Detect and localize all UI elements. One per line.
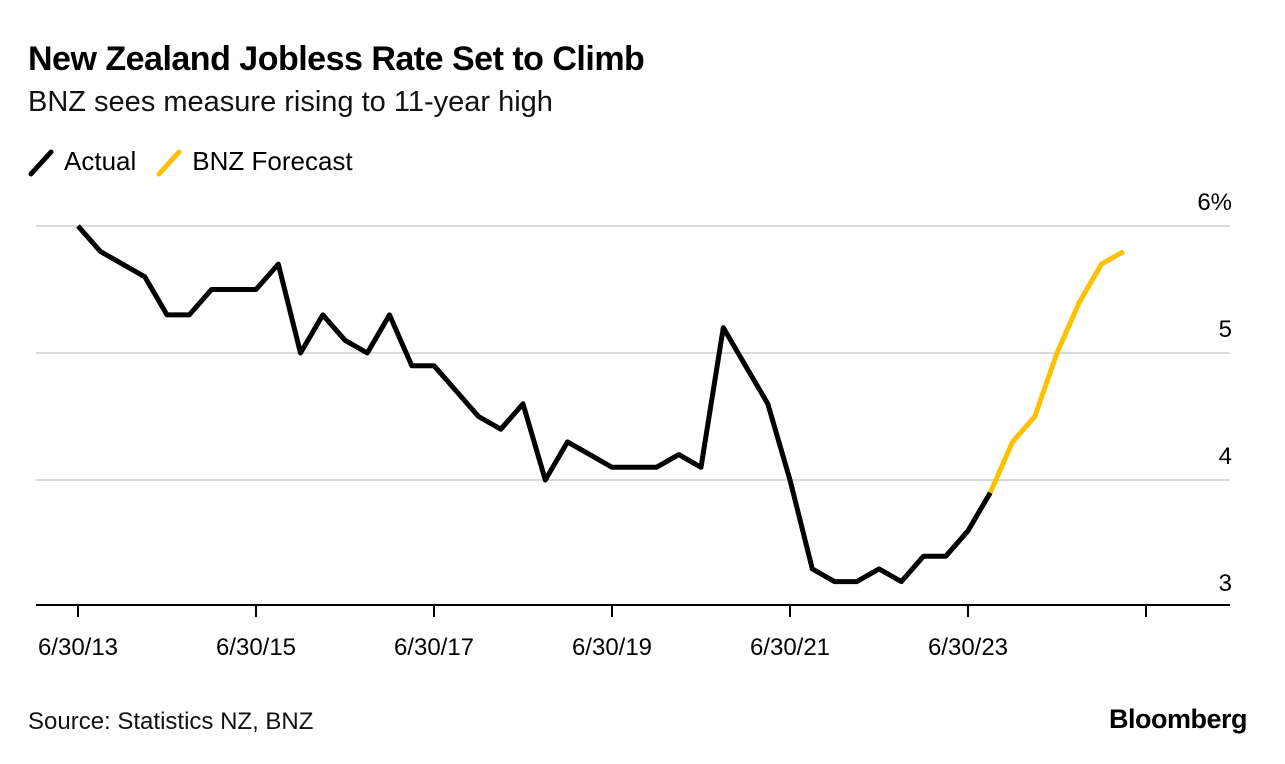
x-tick-label: 6/30/13 <box>38 634 118 661</box>
legend-item-actual: Actual <box>28 146 136 177</box>
y-tick-label: 5 <box>1219 316 1232 343</box>
y-tick-label: 3 <box>1219 570 1232 597</box>
y-tick-label: 6% <box>1197 189 1232 216</box>
series-line-forecast <box>988 249 1126 494</box>
chart-title: New Zealand Jobless Rate Set to Climb <box>28 40 645 78</box>
x-tick-label: 6/30/19 <box>572 634 652 661</box>
source-note: Source: Statistics NZ, BNZ <box>28 708 314 735</box>
legend-label-actual: Actual <box>64 146 137 176</box>
x-tick-label: 6/30/23 <box>928 634 1008 661</box>
line-chart: 6% 5 4 3 6/30/13 6/30/15 6/30/17 6/30/19 6/30/21… <box>36 189 1232 661</box>
chart-subtitle: BNZ sees measure rising to 11-year high <box>28 86 553 118</box>
legend-swatch-forecast <box>156 149 182 176</box>
y-tick-label: 4 <box>1219 443 1232 470</box>
bloomberg-logo: Bloomberg <box>1108 704 1248 734</box>
x-tick-label: 6/30/15 <box>216 634 296 661</box>
x-tick-label: 6/30/21 <box>750 634 830 661</box>
legend-swatch-actual <box>28 149 54 176</box>
legend: Actual BNZ Forecast <box>28 146 373 177</box>
legend-label-forecast: BNZ Forecast <box>192 146 353 176</box>
series-line-actual <box>76 224 993 585</box>
legend-item-forecast: BNZ Forecast <box>156 146 353 177</box>
x-tick-label: 6/30/17 <box>394 634 474 661</box>
